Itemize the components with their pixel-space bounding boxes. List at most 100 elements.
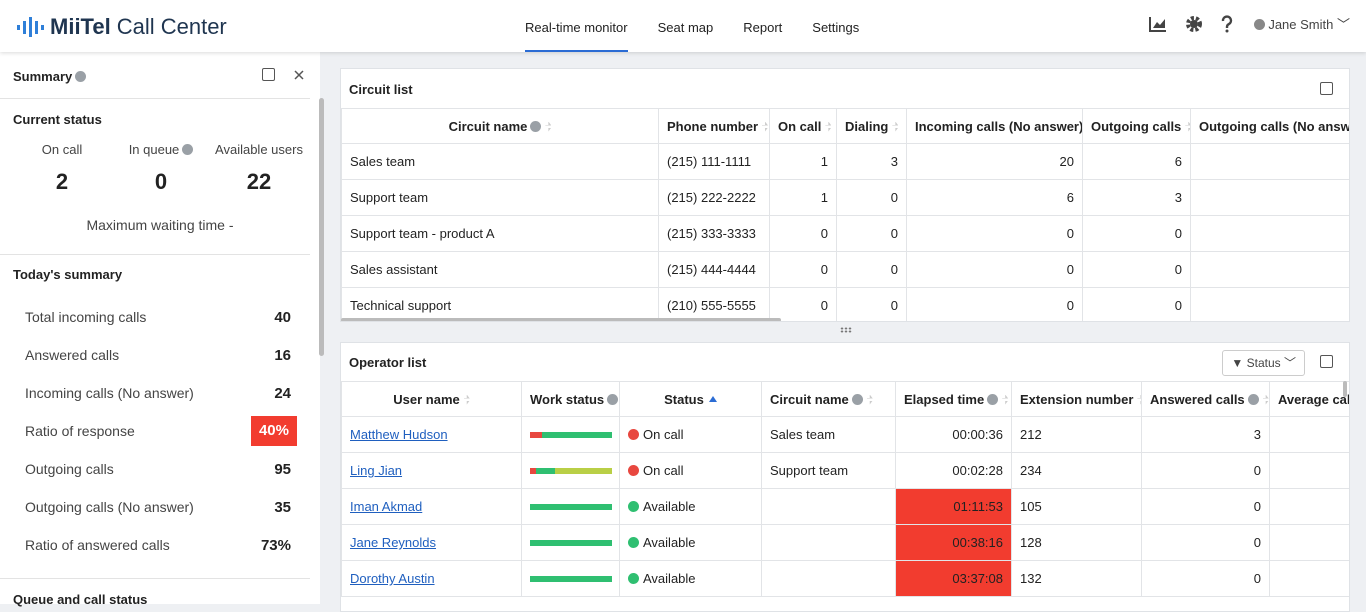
section-title: Today's summary xyxy=(13,267,123,282)
section-title: Current status xyxy=(13,112,102,127)
stat-label: In queue xyxy=(128,142,180,157)
column-header: User name xyxy=(341,381,522,417)
cell: Available xyxy=(619,524,762,561)
cell xyxy=(521,488,620,525)
cell xyxy=(761,488,896,525)
user-link[interactable]: Jane Reynolds xyxy=(350,535,436,550)
cell: Dorothy Austin xyxy=(341,560,522,597)
nav-tab[interactable]: Settings xyxy=(812,20,860,35)
user-link[interactable]: Iman Akmad xyxy=(350,499,423,514)
sort-icon[interactable] xyxy=(866,394,873,405)
summary-row: Total incoming calls 40 xyxy=(25,302,297,332)
table-row: Jane Reynolds Available 00:38:16 128 0 xyxy=(341,524,1349,561)
sort-icon[interactable] xyxy=(825,121,832,132)
cell xyxy=(1269,488,1349,525)
cell xyxy=(1190,287,1349,321)
sort-icon[interactable] xyxy=(708,395,717,402)
help-icon[interactable] xyxy=(1221,14,1233,33)
stat-label: Available users xyxy=(215,142,303,157)
sort-icon[interactable] xyxy=(1002,394,1009,405)
sort-icon[interactable] xyxy=(762,121,769,132)
cell: 00:38:16 xyxy=(895,524,1012,561)
summary-value: 73% xyxy=(260,536,291,554)
work-segment xyxy=(530,431,543,438)
user-link[interactable]: Ling Jian xyxy=(350,463,403,478)
summary-value: 40 xyxy=(274,308,291,326)
cell: 0 xyxy=(836,215,907,252)
logo[interactable]: MiiTel Call Center xyxy=(16,14,227,40)
cell: 0 xyxy=(836,251,907,288)
popout-button[interactable] xyxy=(262,68,275,81)
cell: 00:02:28 xyxy=(895,452,1012,489)
close-button[interactable] xyxy=(294,70,304,80)
header-text: Answered calls xyxy=(1150,391,1245,407)
panel-title: Summary xyxy=(13,69,87,84)
cell: (215) 333-3333 xyxy=(658,215,770,252)
nav-tab[interactable]: Report xyxy=(743,20,783,35)
user-link[interactable]: Matthew Hudson xyxy=(350,427,448,442)
user-link[interactable]: Dorothy Austin xyxy=(350,571,435,586)
info-icon xyxy=(987,393,999,405)
filter-button[interactable]: ▼ Status ﹀ xyxy=(1222,350,1305,376)
column-header: Elapsed time xyxy=(895,381,1012,417)
cell: (215) 111-1111 xyxy=(658,143,770,180)
popout-button[interactable] xyxy=(1320,82,1333,95)
cell: Technical support xyxy=(341,287,659,321)
scrollbar[interactable] xyxy=(1343,381,1347,397)
cell xyxy=(521,452,620,489)
stat-value: 22 xyxy=(246,169,272,194)
sort-icon[interactable] xyxy=(463,394,470,405)
status-text: Available xyxy=(643,499,696,514)
chart-icon[interactable] xyxy=(1148,16,1167,32)
cell: 132 xyxy=(1011,560,1142,597)
cell: Sales team xyxy=(341,143,659,180)
summary-row: Answered calls 16 xyxy=(25,340,297,370)
summary-value: 24 xyxy=(274,384,291,402)
panel-title: Operator list xyxy=(349,355,427,370)
settings-icon[interactable] xyxy=(1185,15,1203,33)
summary-panel: Summary Current status On call 2 In queue… xyxy=(0,52,320,607)
cell: (210) 555-5555 xyxy=(658,287,770,321)
scrollbar[interactable] xyxy=(319,98,324,356)
sort-icon[interactable] xyxy=(892,121,899,132)
cell: Sales team xyxy=(761,416,896,453)
resize-handle[interactable] xyxy=(840,327,852,333)
cell xyxy=(1190,179,1349,216)
cell: 212 xyxy=(1011,416,1142,453)
title-text: Summary xyxy=(13,69,73,84)
column-header: Extension number xyxy=(1011,381,1142,417)
circuit-table: Circuit name Phone number On call Dialing In… xyxy=(341,108,1349,321)
summary-label: Incoming calls (No answer) xyxy=(25,385,194,401)
info-icon xyxy=(530,120,542,132)
header-text: On call xyxy=(778,118,822,134)
sort-icon[interactable] xyxy=(1262,394,1269,405)
user-menu[interactable]: Jane Smith ﹀ xyxy=(1251,14,1350,33)
cell: 6 xyxy=(1082,143,1191,180)
sort-icon[interactable] xyxy=(1185,121,1190,132)
cell: Matthew Hudson xyxy=(341,416,522,453)
column-header: Dialing xyxy=(836,108,907,144)
operator-table: User name Work status Status Circuit name El… xyxy=(341,381,1349,597)
scrollbar[interactable] xyxy=(341,318,781,321)
cell: 00:00:36 xyxy=(895,416,1012,453)
cell: Iman Akmad xyxy=(341,488,522,525)
info-icon xyxy=(851,393,863,405)
work-segment xyxy=(530,539,612,546)
cell xyxy=(1269,524,1349,561)
sort-icon[interactable] xyxy=(545,121,552,132)
cell xyxy=(1190,215,1349,252)
cell xyxy=(1190,251,1349,288)
cell: 1 xyxy=(769,179,837,216)
column-header: On call xyxy=(769,108,837,144)
product: Call Center xyxy=(116,14,227,39)
info-icon xyxy=(607,393,619,405)
cell: Sales assistant xyxy=(341,251,659,288)
popout-button[interactable] xyxy=(1320,355,1333,368)
cell: 3 xyxy=(1082,179,1191,216)
cell: 01:11:53 xyxy=(895,488,1012,525)
cell: 6 xyxy=(906,179,1083,216)
nav-tab[interactable]: Seat map xyxy=(657,20,714,35)
nav-tab[interactable]: Real-time monitor xyxy=(525,0,628,52)
nav: Real-time monitor Seat map Report Settin… xyxy=(525,0,859,52)
sort-icon[interactable] xyxy=(1137,394,1141,405)
